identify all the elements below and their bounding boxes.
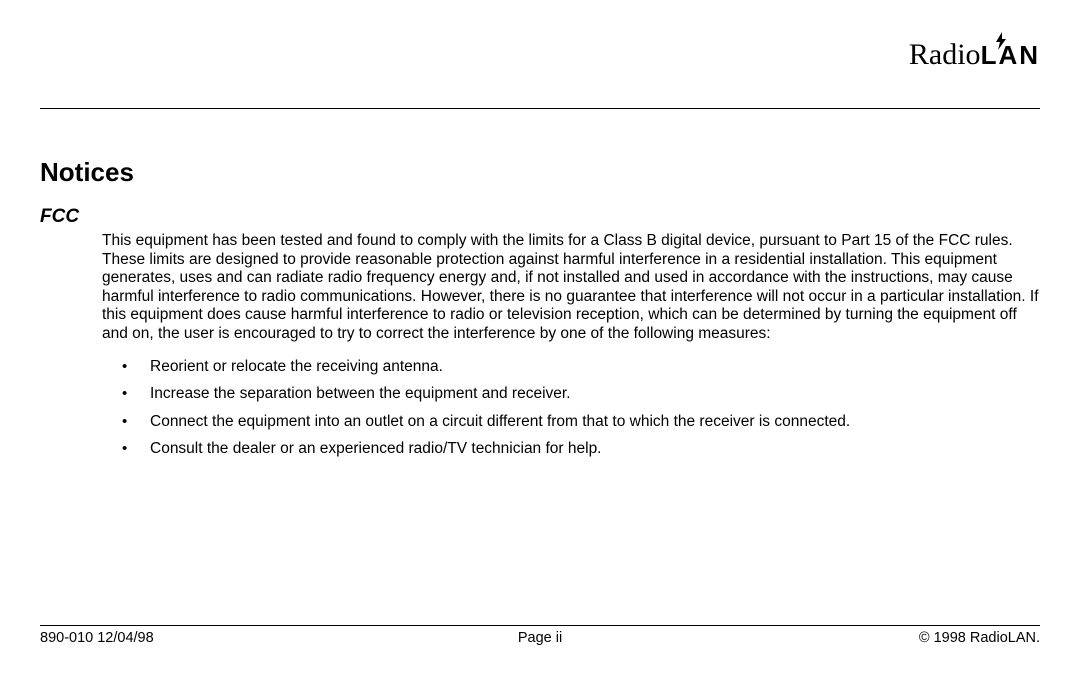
footer-doc-id-date: 890-010 12/04/98 bbox=[40, 630, 154, 646]
logo-text-lan: LAN bbox=[981, 40, 1040, 70]
footer-row: 890-010 12/04/98 Page ii © 1998 RadioLAN… bbox=[40, 630, 1040, 646]
list-item: Consult the dealer or an experienced rad… bbox=[122, 440, 1040, 459]
logo-text-radio: Radio bbox=[909, 38, 981, 71]
footer-page-number: Page ii bbox=[40, 630, 1040, 646]
page-content: Notices FCC This equipment has been test… bbox=[40, 109, 1040, 459]
page-footer: 890-010 12/04/98 Page ii © 1998 RadioLAN… bbox=[40, 625, 1040, 646]
measures-list: Reorient or relocate the receiving anten… bbox=[122, 358, 1040, 459]
list-item: Reorient or relocate the receiving anten… bbox=[122, 358, 1040, 377]
fcc-paragraph: This equipment has been tested and found… bbox=[102, 232, 1040, 344]
list-item: Increase the separation between the equi… bbox=[122, 385, 1040, 404]
document-page: RadioLAN Notices FCC This equipment has … bbox=[0, 0, 1080, 698]
list-item: Connect the equipment into an outlet on … bbox=[122, 413, 1040, 432]
page-header: RadioLAN bbox=[40, 40, 1040, 100]
footer-copyright: © 1998 RadioLAN. bbox=[919, 630, 1040, 646]
lightning-bolt-icon bbox=[994, 32, 1008, 50]
section-heading: Notices bbox=[40, 157, 1040, 188]
subsection-heading: FCC bbox=[40, 206, 1040, 228]
brand-logo: RadioLAN bbox=[909, 40, 1040, 70]
footer-divider bbox=[40, 625, 1040, 626]
